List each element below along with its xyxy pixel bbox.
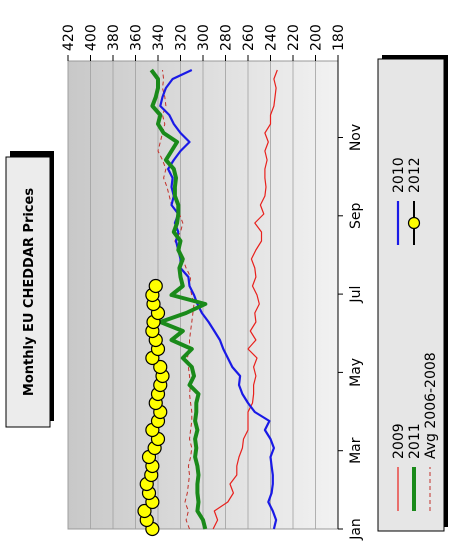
legend-label-2009: 2009 [391,423,407,459]
data-point-2012 [153,359,168,375]
y-tick-label: 240 [264,24,280,51]
x-tick-label: Jul [348,286,364,304]
y-tick-label: 260 [241,24,257,51]
y-tick-label: 320 [174,24,190,51]
y-tick-label: 220 [286,24,302,51]
x-tick-label: Nov [348,124,364,151]
y-tick-label: 380 [106,24,122,51]
y-tick-label: 280 [219,24,235,51]
y-axis-ticks: 180 200 220 240 260 280 300 320 340 360 380 400 420 [61,24,347,61]
legend-label-2011: 2011 [407,423,423,459]
y-tick-label: 360 [129,24,145,51]
y-tick-label: 300 [196,24,212,51]
legend-marker-2012 [407,216,421,230]
x-axis-ticks: Jan Mar May Jul Sep Nov [337,61,364,541]
series-layer [137,68,278,537]
series-line-2011 [149,68,208,530]
legend-background [377,58,445,532]
y-tick-label: 400 [84,24,100,51]
series-line-2009 [212,69,278,530]
title-background [5,156,51,428]
y-tick-label: 420 [61,24,77,51]
x-tick-label: Sep [348,202,364,229]
legend-label-2012: 2012 [407,157,423,193]
y-tick-label: 340 [151,24,167,51]
legend-items: 2009 2011 Avg 2006-2008 2010 2012 [391,157,439,511]
x-tick-label: Jan [348,518,364,541]
legend-label-2010: 2010 [391,157,407,193]
y-tick-label: 180 [331,24,347,51]
data-point-2012 [137,503,152,519]
gridlines [67,61,339,529]
x-tick-label: Mar [348,437,364,464]
y-tick-label: 200 [309,24,325,51]
legend-label-avg: Avg 2006-2008 [423,352,439,459]
chart-title: Monthly EU CHEDDAR Prices [22,188,37,396]
data-point-2012 [148,278,163,294]
legend: 2009 2011 Avg 2006-2008 2010 2012 [377,55,448,532]
x-tick-label: May [348,358,364,387]
chart-title-box: Monthly EU CHEDDAR Prices [5,151,54,428]
